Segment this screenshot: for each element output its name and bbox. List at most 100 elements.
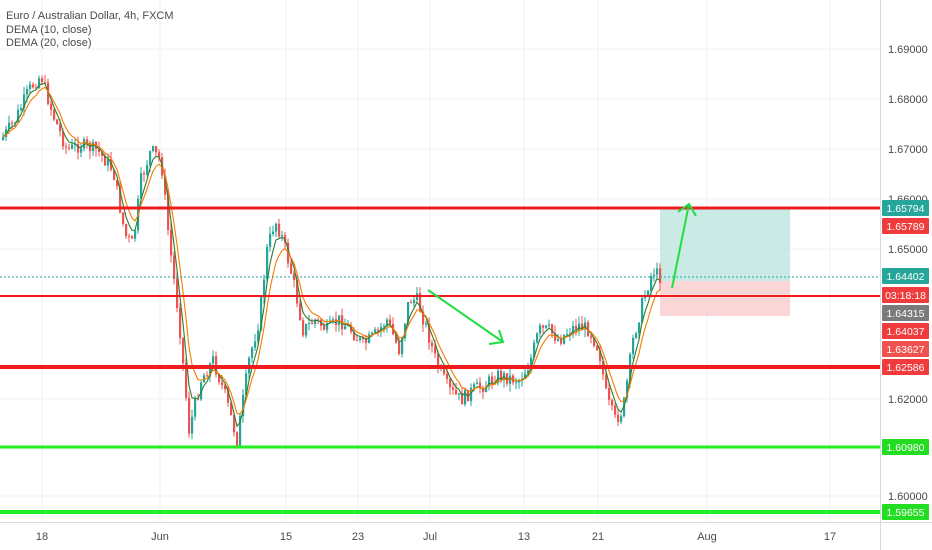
price-labels: 1.65794 1.65789 1.64402 03:18:18 1.64315 1.64… xyxy=(882,200,929,520)
arrow-down-head xyxy=(488,329,505,345)
candle-body xyxy=(557,339,560,341)
candle-body xyxy=(455,389,458,395)
time-tick-label: 13 xyxy=(518,531,530,543)
candle-body xyxy=(212,356,215,364)
candle-body xyxy=(134,230,137,239)
candle-body xyxy=(101,151,104,156)
candle-body xyxy=(422,311,425,325)
candle-body xyxy=(56,119,59,125)
candle-body xyxy=(236,432,239,446)
dema-10-label[interactable]: DEMA (10, close) xyxy=(6,23,92,36)
candle-body xyxy=(8,122,11,130)
loss-zone xyxy=(660,281,790,316)
candle-body xyxy=(506,373,509,384)
candle-body xyxy=(32,84,35,88)
candle-body xyxy=(233,415,236,433)
candle-body xyxy=(353,331,356,341)
time-axis: 18 Jun 15 23 Jul 13 21 Aug 17 xyxy=(36,531,836,543)
candle-body xyxy=(365,338,368,343)
candle-body xyxy=(425,323,428,325)
candle-body xyxy=(167,194,170,230)
candle-body xyxy=(86,139,89,143)
price-tick-label: 1.62000 xyxy=(888,394,928,406)
time-tick-label: Jun xyxy=(151,531,169,543)
time-tick-label: 17 xyxy=(824,531,836,543)
candle-body xyxy=(44,82,47,84)
candle-body xyxy=(476,382,479,385)
symbol-title[interactable]: Euro / Australian Dollar, 4h, FXCM xyxy=(6,10,174,22)
candle-body xyxy=(581,323,584,330)
candle-body xyxy=(497,370,500,384)
arrow-down-shaft xyxy=(427,289,504,343)
candle-body xyxy=(263,279,266,297)
candle-body xyxy=(65,146,68,148)
candle-body xyxy=(362,337,365,339)
candle-body xyxy=(11,122,14,124)
price-label-bg xyxy=(882,359,929,375)
moving-averages xyxy=(2,82,661,428)
candle-body xyxy=(383,326,386,328)
candle-body xyxy=(656,268,659,275)
price-tick-label: 1.65000 xyxy=(888,244,928,256)
candle-body xyxy=(410,301,413,304)
time-tick-label: Aug xyxy=(697,531,717,543)
candle-body xyxy=(452,387,455,390)
position-zones xyxy=(660,209,790,316)
candle-body xyxy=(71,144,74,149)
price-tick-label: 1.60000 xyxy=(888,491,928,503)
candle-body xyxy=(632,337,635,355)
candle-body xyxy=(257,330,260,342)
candle-body xyxy=(434,346,437,354)
candle-body xyxy=(470,387,473,402)
candle-body xyxy=(155,146,158,153)
candle-body xyxy=(221,382,224,386)
candle-body xyxy=(131,236,134,239)
candle-body xyxy=(260,296,263,331)
price-label-bg xyxy=(882,439,929,455)
candle-body xyxy=(50,103,53,110)
candle-body xyxy=(59,124,62,132)
candle-body xyxy=(104,155,107,166)
price-label-bg xyxy=(882,268,929,284)
candle-body xyxy=(224,385,227,390)
candle-body xyxy=(614,405,617,415)
candle-body xyxy=(563,334,566,344)
candle-body xyxy=(293,273,296,280)
candle-body xyxy=(209,363,212,377)
arrow-up-head xyxy=(677,202,697,217)
candle-body xyxy=(92,141,95,152)
candle-body xyxy=(158,152,161,158)
price-label: 1.64315 xyxy=(887,308,925,320)
candle-body xyxy=(479,382,482,388)
candle-body xyxy=(371,332,374,335)
dema-20-label[interactable]: DEMA (20, close) xyxy=(6,37,92,49)
candle-body xyxy=(566,333,569,335)
time-tick-label: 21 xyxy=(592,531,604,543)
candle-body xyxy=(80,148,83,153)
candle-body xyxy=(374,329,377,333)
candle-body xyxy=(485,386,488,393)
candle-body xyxy=(401,338,404,354)
candle-body xyxy=(446,373,449,379)
candle-body xyxy=(206,375,209,377)
price-label: 1.59655 xyxy=(887,507,925,519)
candle-body xyxy=(53,109,56,120)
price-tick-label: 1.67000 xyxy=(888,144,928,156)
candle-body xyxy=(536,333,539,343)
candle-body xyxy=(380,326,383,331)
candle-body xyxy=(143,173,146,175)
candle-body xyxy=(545,325,548,328)
candle-body xyxy=(299,303,302,321)
candle-body xyxy=(2,137,5,140)
time-axis-separator xyxy=(0,522,932,523)
price-label-bg xyxy=(882,323,929,339)
candle-body xyxy=(620,416,623,422)
candle-body xyxy=(275,223,278,232)
candle-body xyxy=(218,374,221,383)
candle-body xyxy=(635,333,638,338)
candle-body xyxy=(593,338,596,346)
price-label: 1.62586 xyxy=(887,362,925,374)
candle-body xyxy=(308,322,311,324)
candle-body xyxy=(500,370,503,381)
